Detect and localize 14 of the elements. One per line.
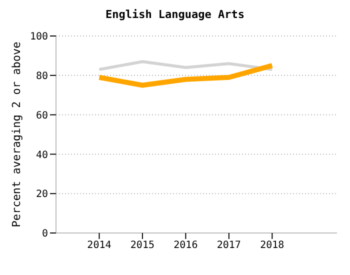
x-tick-label: 2016 — [174, 240, 198, 252]
line-series — [98, 60, 274, 71]
chart-title: English Language Arts — [104, 8, 246, 21]
x-tick-label: 2015 — [130, 240, 155, 252]
x-tick-label: 2014 — [87, 240, 112, 252]
y-tick-label: 60 — [36, 110, 48, 122]
y-tick-label: 0 — [42, 228, 48, 240]
x-tick-label: 2018 — [260, 240, 284, 252]
y-axis-title: Percent averaging 2 or above — [10, 42, 23, 228]
y-tick-label: 100 — [30, 32, 48, 43]
y-tick-label: 80 — [36, 70, 48, 82]
y-tick-label: 40 — [36, 150, 48, 161]
y-tick-label: 20 — [36, 189, 48, 200]
x-tick-label: 2017 — [216, 240, 241, 252]
